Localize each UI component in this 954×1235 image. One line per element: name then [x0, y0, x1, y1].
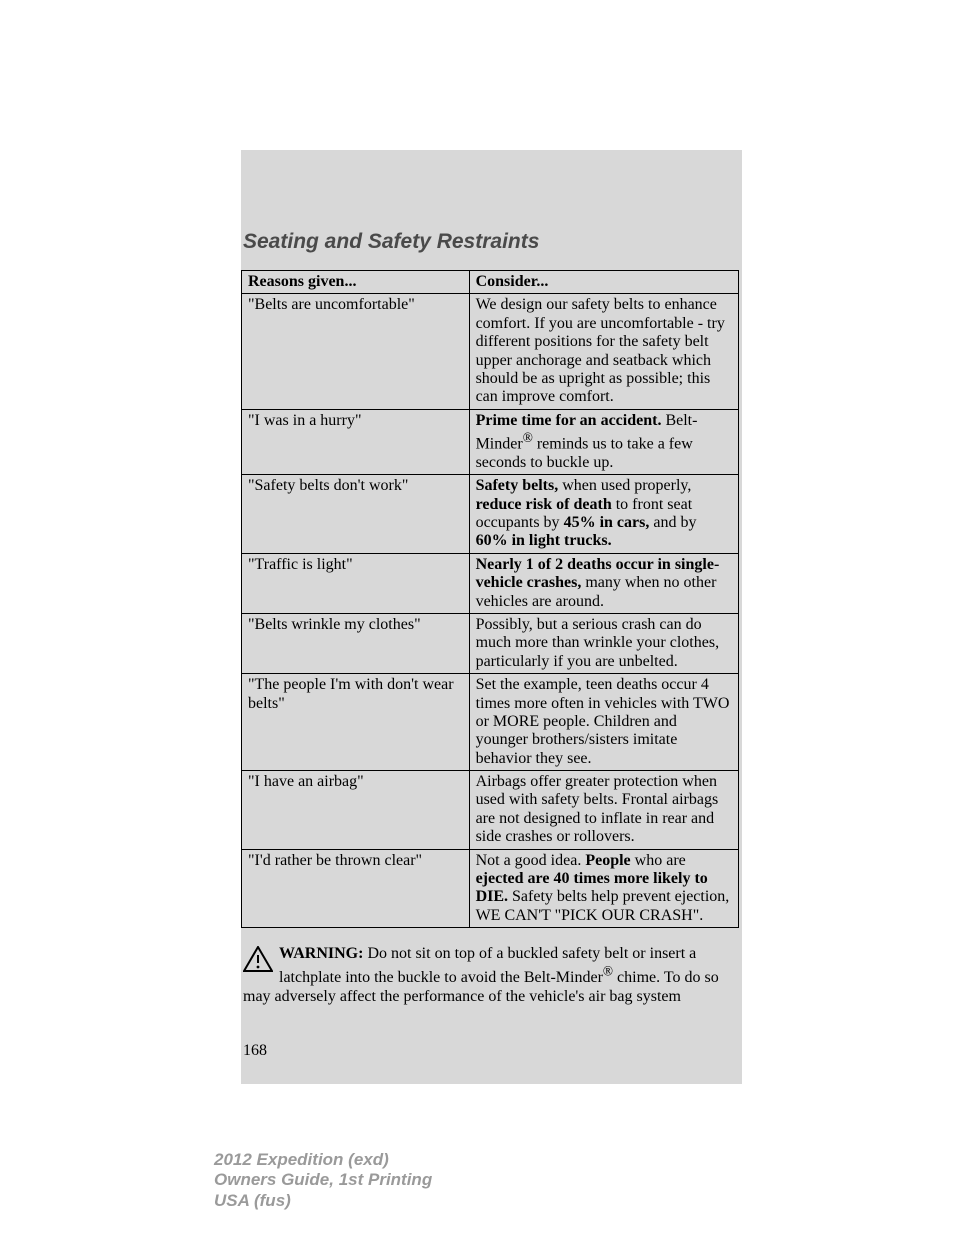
cell-reason: "I was in a hurry"	[242, 409, 470, 475]
cell-consider: We design our safety belts to enhance co…	[469, 294, 738, 409]
warning-block: WARNING: Do not sit on top of a buckled …	[241, 944, 742, 1006]
cell-consider: Possibly, but a serious crash can do muc…	[469, 613, 738, 673]
table-row: "The people I'm with don't wear belts"Se…	[242, 674, 739, 771]
table-row: "Traffic is light"Nearly 1 of 2 deaths o…	[242, 553, 739, 613]
table-row: "I have an airbag"Airbags offer greater …	[242, 771, 739, 850]
warning-text: WARNING: Do not sit on top of a buckled …	[243, 945, 719, 1005]
cell-consider: Set the example, teen deaths occur 4 tim…	[469, 674, 738, 771]
cell-reason: "I have an airbag"	[242, 771, 470, 850]
cell-reason: "The people I'm with don't wear belts"	[242, 674, 470, 771]
cell-reason: "I'd rather be thrown clear"	[242, 849, 470, 928]
cell-consider: Airbags offer greater protection when us…	[469, 771, 738, 850]
table-row: "I was in a hurry"Prime time for an acci…	[242, 409, 739, 475]
cell-reason: "Traffic is light"	[242, 553, 470, 613]
header-consider: Consider...	[469, 271, 738, 294]
header-reasons: Reasons given...	[242, 271, 470, 294]
table-body: "Belts are uncomfortable"We design our s…	[242, 294, 739, 928]
cell-reason: "Safety belts don't work"	[242, 475, 470, 554]
cell-consider: Not a good idea. People who are ejected …	[469, 849, 738, 928]
content-box: Seating and Safety Restraints Reasons gi…	[241, 150, 742, 1084]
table-row: "I'd rather be thrown clear"Not a good i…	[242, 849, 739, 928]
cell-consider: Safety belts, when used properly, reduce…	[469, 475, 738, 554]
table-row: "Belts wrinkle my clothes"Possibly, but …	[242, 613, 739, 673]
section-title: Seating and Safety Restraints	[243, 230, 742, 254]
footer-line3: USA (fus)	[214, 1191, 432, 1211]
table-row: "Safety belts don't work"Safety belts, w…	[242, 475, 739, 554]
cell-consider: Prime time for an accident. Belt-Minder®…	[469, 409, 738, 475]
reasons-table: Reasons given... Consider... "Belts are …	[241, 270, 739, 928]
table-row: "Belts are uncomfortable"We design our s…	[242, 294, 739, 409]
table-header-row: Reasons given... Consider...	[242, 271, 739, 294]
footer-line1: 2012 Expedition (exd)	[214, 1150, 432, 1170]
cell-reason: "Belts wrinkle my clothes"	[242, 613, 470, 673]
warning-label: WARNING:	[279, 945, 363, 962]
page-number: 168	[243, 1042, 267, 1060]
cell-reason: "Belts are uncomfortable"	[242, 294, 470, 409]
footer: 2012 Expedition (exd) Owners Guide, 1st …	[214, 1150, 432, 1211]
footer-line2: Owners Guide, 1st Printing	[214, 1170, 432, 1190]
cell-consider: Nearly 1 of 2 deaths occur in single-veh…	[469, 553, 738, 613]
warning-icon	[243, 946, 273, 972]
